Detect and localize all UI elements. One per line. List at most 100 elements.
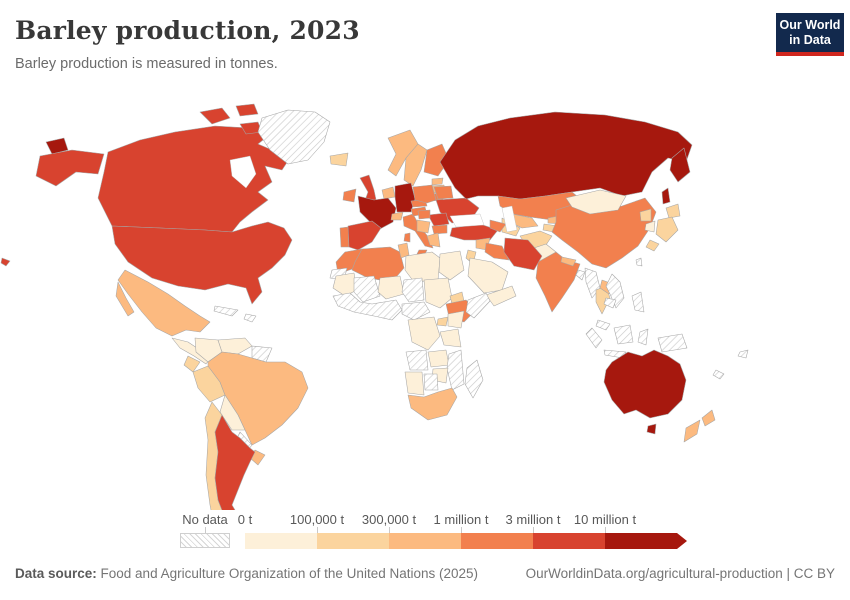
- country-sudan[interactable]: [423, 277, 453, 309]
- country-cambodia[interactable]: [603, 297, 617, 309]
- country-indonesia-sumatra[interactable]: [585, 327, 603, 349]
- country-sweden[interactable]: [403, 143, 428, 187]
- country-egypt[interactable]: [438, 250, 465, 281]
- chart-footer: Data source: Food and Agriculture Organi…: [15, 566, 835, 581]
- country-portugal[interactable]: [339, 226, 350, 248]
- country-chad[interactable]: [401, 277, 425, 303]
- country-cameroon-car[interactable]: [401, 301, 431, 321]
- country-new-guinea[interactable]: [657, 333, 688, 353]
- country-zambia[interactable]: [427, 349, 450, 368]
- country-switzerland[interactable]: [390, 211, 404, 221]
- country-italy-sardinia[interactable]: [403, 232, 411, 243]
- country-niger[interactable]: [377, 275, 405, 300]
- country-saudi-arabia[interactable]: [467, 257, 509, 294]
- country-spain[interactable]: [347, 220, 382, 251]
- country-benelux[interactable]: [381, 186, 396, 200]
- country-caucasus[interactable]: [489, 219, 507, 233]
- country-tanzania[interactable]: [439, 328, 462, 348]
- country-namibia[interactable]: [404, 371, 425, 396]
- country-greenland[interactable]: [257, 109, 331, 165]
- legend-bucket-0[interactable]: [245, 533, 317, 549]
- country-estonia[interactable]: [431, 177, 444, 186]
- country-venezuela[interactable]: [217, 337, 253, 355]
- country-romania[interactable]: [427, 212, 450, 227]
- country-south-africa[interactable]: [407, 387, 458, 421]
- country-indonesia-sulawesi[interactable]: [637, 328, 649, 346]
- country-belarus[interactable]: [433, 185, 454, 200]
- country-somalia[interactable]: [465, 292, 491, 319]
- country-botswana[interactable]: [423, 373, 439, 391]
- owid-logo[interactable]: Our World in Data: [776, 13, 844, 56]
- country-tunisia[interactable]: [397, 242, 410, 259]
- country-south-korea[interactable]: [644, 220, 656, 233]
- country-cuba[interactable]: [213, 305, 239, 317]
- country-india[interactable]: [535, 251, 581, 313]
- legend-no-data-swatch[interactable]: [180, 533, 230, 548]
- country-mozambique[interactable]: [446, 349, 465, 391]
- country-russia-sakhalin[interactable]: [661, 187, 671, 205]
- country-germany[interactable]: [394, 182, 416, 213]
- license-link[interactable]: OurWorldinData.org/agricultural-producti…: [525, 566, 835, 581]
- country-nepal[interactable]: [560, 256, 577, 267]
- country-malaysia[interactable]: [595, 319, 611, 331]
- country-united-states[interactable]: [111, 221, 293, 305]
- country-united-states-alaska[interactable]: [35, 149, 105, 187]
- country-australia[interactable]: [603, 349, 687, 419]
- country-pacific-islands[interactable]: [737, 349, 749, 359]
- country-mexico-baja[interactable]: [115, 281, 135, 317]
- legend-color-bar: [245, 533, 689, 549]
- country-argentina[interactable]: [214, 414, 256, 510]
- country-japan-honshu[interactable]: [655, 216, 679, 243]
- country-mali[interactable]: [353, 275, 381, 303]
- country-bulgaria[interactable]: [431, 224, 448, 235]
- legend-bucket-1[interactable]: [317, 533, 389, 549]
- country-japan-hokkaido[interactable]: [665, 203, 681, 219]
- country-kenya[interactable]: [447, 310, 465, 329]
- legend-bucket-3[interactable]: [461, 533, 533, 549]
- country-yemen-oman[interactable]: [485, 285, 517, 307]
- country-iceland[interactable]: [329, 152, 349, 167]
- country-philippines[interactable]: [631, 291, 645, 313]
- country-canada[interactable]: [97, 125, 291, 233]
- country-bangladesh[interactable]: [575, 269, 586, 281]
- country-new-caledonia[interactable]: [712, 369, 725, 380]
- country-poland[interactable]: [412, 184, 437, 204]
- country-greece[interactable]: [426, 232, 441, 248]
- country-madagascar[interactable]: [464, 359, 484, 399]
- country-angola[interactable]: [405, 349, 429, 371]
- country-ireland[interactable]: [342, 188, 357, 203]
- country-france[interactable]: [357, 195, 397, 230]
- country-japan-kyushu[interactable]: [645, 239, 660, 252]
- country-indonesia-borneo[interactable]: [613, 324, 634, 345]
- country-canada-islands2[interactable]: [235, 103, 259, 117]
- country-brazil[interactable]: [207, 351, 309, 446]
- country-bolivia[interactable]: [219, 394, 246, 431]
- country-north-korea[interactable]: [639, 208, 652, 222]
- country-norway[interactable]: [387, 129, 419, 177]
- country-hungary[interactable]: [417, 209, 431, 220]
- country-australia-tasmania[interactable]: [646, 423, 657, 435]
- country-west-africa[interactable]: [332, 292, 403, 321]
- legend-bucket-2[interactable]: [389, 533, 461, 549]
- country-balkans[interactable]: [416, 219, 431, 234]
- country-iraq[interactable]: [484, 242, 510, 261]
- country-mongolia[interactable]: [565, 189, 627, 215]
- legend-bucket-5[interactable]: [605, 533, 687, 549]
- country-russia-chukotka[interactable]: [45, 137, 69, 155]
- country-russia-kamchatka[interactable]: [669, 147, 691, 183]
- country-new-zealand-north[interactable]: [701, 409, 716, 427]
- country-canada-islands[interactable]: [199, 107, 231, 125]
- country-uganda[interactable]: [436, 316, 449, 327]
- country-taiwan[interactable]: [635, 257, 643, 267]
- country-russia[interactable]: [439, 111, 693, 200]
- country-vietnam[interactable]: [605, 273, 625, 309]
- country-new-zealand-south[interactable]: [683, 419, 701, 443]
- legend-bucket-4[interactable]: [533, 533, 605, 549]
- country-united-states-hawaii[interactable]: [0, 257, 11, 267]
- country-iran[interactable]: [503, 237, 543, 271]
- country-mexico[interactable]: [117, 269, 211, 337]
- country-drc[interactable]: [407, 316, 441, 351]
- country-mauritania[interactable]: [332, 272, 358, 297]
- country-hispaniola[interactable]: [243, 313, 257, 323]
- country-libya[interactable]: [404, 251, 441, 283]
